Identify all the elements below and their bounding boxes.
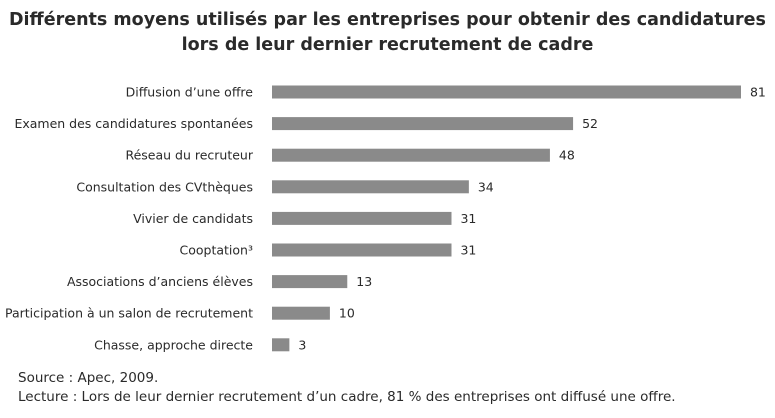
bar: [272, 306, 330, 320]
chart-title-line-2: lors de leur dernier recrutement de cadr…: [181, 35, 594, 55]
bar: [272, 338, 290, 352]
category-label: Vivier de candidats: [133, 211, 253, 226]
category-label: Associations d’anciens élèves: [67, 274, 253, 289]
category-label: Participation à un salon de recrutement: [5, 306, 253, 321]
bar: [272, 243, 452, 257]
category-label: Réseau du recruteur: [125, 148, 253, 163]
reading-note: Lecture : Lors de leur dernier recruteme…: [18, 389, 676, 405]
source-note: Source : Apec, 2009.: [18, 370, 159, 386]
value-label: 31: [460, 243, 476, 258]
chart-title-line-1: Différents moyens utilisés par les entre…: [9, 10, 766, 30]
value-label: 10: [339, 306, 355, 321]
bar: [272, 180, 469, 194]
value-label: 81: [750, 85, 766, 100]
bar: [272, 275, 348, 289]
value-label: 52: [582, 116, 598, 131]
category-label: Cooptation³: [180, 243, 253, 258]
value-label: 13: [356, 274, 372, 289]
category-label: Consultation des CVthèques: [76, 179, 253, 194]
value-label: 31: [460, 211, 476, 226]
category-label: Chasse, approche directe: [94, 337, 253, 352]
bar: [272, 148, 550, 162]
category-label: Examen des candidatures spontanées: [14, 116, 253, 131]
value-label: 3: [298, 337, 306, 352]
bar: [272, 211, 452, 225]
chart-title: Différents moyens utilisés par les entre…: [0, 8, 775, 58]
bar: [272, 117, 574, 131]
value-label: 48: [559, 148, 575, 163]
value-label: 34: [478, 179, 494, 194]
bar: [272, 85, 741, 99]
category-label: Diffusion d’une offre: [126, 85, 254, 100]
